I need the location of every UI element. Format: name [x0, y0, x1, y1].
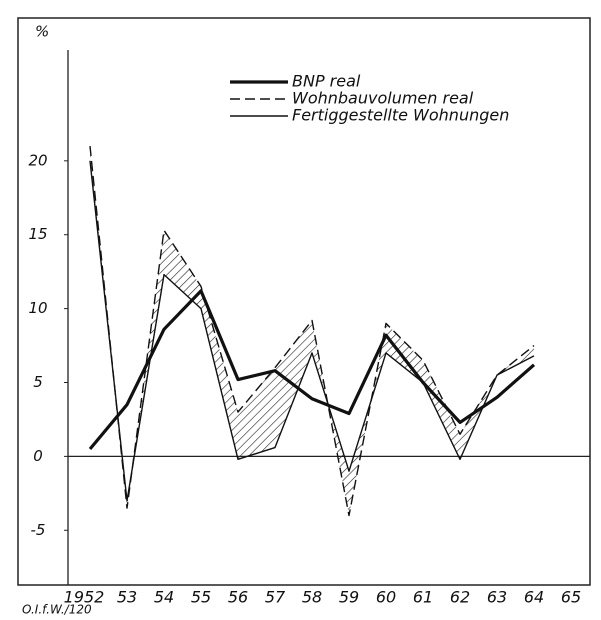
x-tick-label: 60	[376, 588, 396, 607]
y-tick-label: 0	[33, 447, 43, 465]
x-tick-label: 64	[524, 588, 544, 607]
x-tick-label: 59	[339, 588, 359, 607]
x-tick-label: 63	[487, 588, 507, 607]
y-tick-label: -5	[31, 521, 46, 539]
x-tick-label: 65	[561, 588, 581, 607]
y-tick-label: 20	[28, 151, 47, 169]
y-tick-label: 10	[28, 299, 47, 317]
source-note: O.I.f.W./120	[22, 603, 92, 617]
legend-label: Wohnbauvolumen real	[292, 89, 474, 108]
x-tick-label: 56	[228, 588, 248, 607]
x-tick-label: 53	[117, 588, 137, 607]
x-tick-label: 62	[450, 588, 470, 607]
series-line	[89, 160, 535, 502]
hatch-area	[90, 146, 534, 516]
x-tick-label: 61	[413, 588, 433, 607]
series-line	[89, 145, 535, 517]
x-tick-label: 1952	[64, 588, 105, 607]
legend-label: Fertiggestellte Wohnungen	[292, 106, 509, 125]
x-tick-label: 57	[265, 588, 286, 607]
y-tick-label: 5	[33, 373, 43, 391]
y-axis-label: %	[35, 23, 49, 41]
series-line	[88, 289, 536, 451]
legend-label: BNP real	[292, 72, 361, 91]
x-tick-label: 55	[191, 588, 211, 607]
y-tick-label: 15	[28, 225, 47, 243]
frame	[17, 17, 591, 586]
x-tick-label: 58	[302, 588, 322, 607]
x-tick-label: 54	[154, 588, 174, 607]
